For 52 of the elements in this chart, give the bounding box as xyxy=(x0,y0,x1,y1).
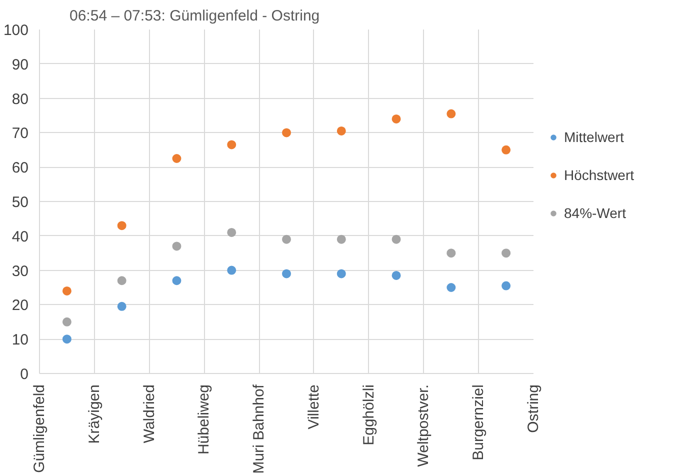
y-tick-label: 60 xyxy=(12,160,29,177)
x-tick-label: Egghölzli xyxy=(360,384,378,446)
point xyxy=(502,281,511,290)
point xyxy=(172,276,182,286)
point xyxy=(392,270,401,280)
x-tick-label: Hübeliweg xyxy=(196,384,213,455)
y-tick-label: 0 xyxy=(20,366,28,383)
y-tick-label: 100 xyxy=(3,22,29,39)
y-tick-label: 40 xyxy=(12,228,29,246)
point xyxy=(446,283,456,292)
point xyxy=(446,248,456,258)
point xyxy=(282,269,291,278)
x-tick-label: Kräyigen xyxy=(86,384,103,444)
point xyxy=(336,269,346,278)
x-tick-label: Weltpostver. xyxy=(415,384,432,467)
point xyxy=(392,234,401,244)
y-tick-label: 90 xyxy=(12,56,29,74)
point xyxy=(62,286,72,296)
point xyxy=(502,145,511,154)
point xyxy=(227,140,236,150)
point xyxy=(117,276,126,286)
point xyxy=(172,154,182,163)
point xyxy=(282,234,291,244)
point xyxy=(392,114,401,124)
point xyxy=(62,334,72,344)
x-tick-label: Villette xyxy=(305,384,322,430)
legend-label: Mittelwert xyxy=(564,129,624,145)
point xyxy=(502,248,511,258)
x-tick-label: Muri Bahnhof xyxy=(250,384,268,474)
x-tick-label: Waldried xyxy=(140,384,158,444)
point xyxy=(117,221,126,230)
x-tick-label: Ostring xyxy=(525,384,542,433)
point xyxy=(446,109,456,118)
point xyxy=(227,228,236,237)
point xyxy=(282,128,291,138)
x-tick-label: Gümligenfeld xyxy=(31,384,48,473)
y-tick-label: 50 xyxy=(12,194,29,211)
y-tick-label: 20 xyxy=(12,297,29,314)
point xyxy=(117,302,126,311)
legend-label: Höchstwert xyxy=(564,167,634,183)
y-tick-label: 70 xyxy=(12,125,29,142)
chart-title: 06:54 – 07:53: Gümligenfeld - Ostring xyxy=(70,8,320,24)
x-tick-label: Burgernziel xyxy=(470,384,488,460)
y-tick-label: 80 xyxy=(12,90,29,108)
point xyxy=(227,266,236,275)
point xyxy=(336,126,346,136)
legend-label: 84%-Wert xyxy=(564,205,626,221)
point xyxy=(336,234,346,244)
point xyxy=(172,242,182,251)
point xyxy=(62,317,72,326)
y-tick-label: 30 xyxy=(12,262,29,280)
y-tick-label: 10 xyxy=(12,332,29,349)
